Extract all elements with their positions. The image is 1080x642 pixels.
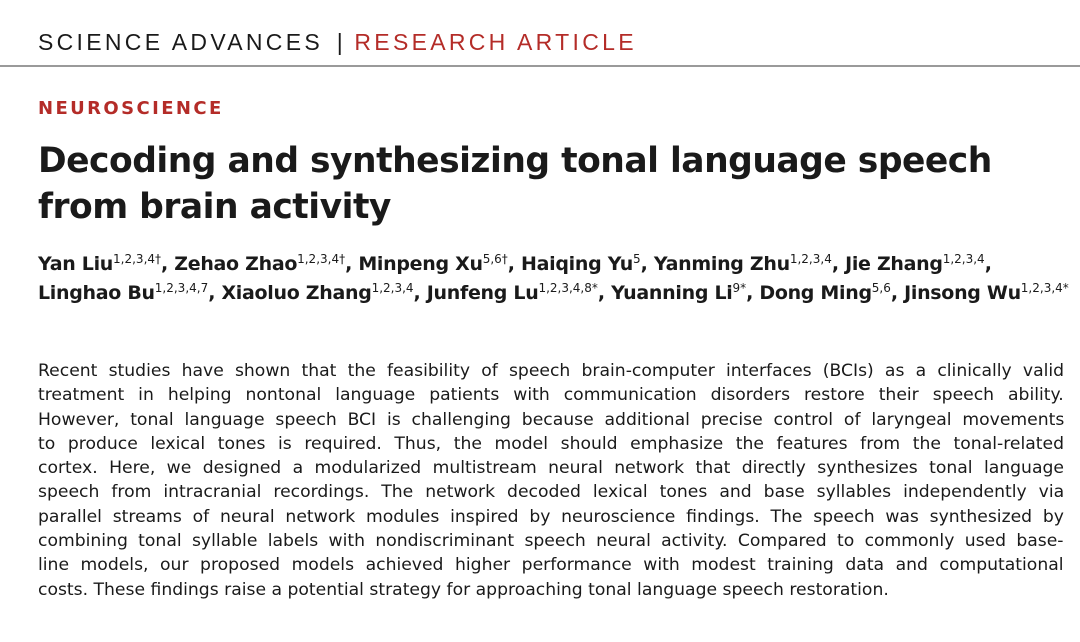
author-name: Yan Liu <box>38 253 114 275</box>
author-affiliation: 1,2,3,4† <box>297 252 346 266</box>
header-separator: | <box>336 29 343 55</box>
abstract-line: Recent studies have shown that the feasi… <box>38 361 1065 381</box>
author-affiliation: 1,2,3,4,8* <box>538 281 598 295</box>
author-affiliation: 9* <box>732 281 747 295</box>
abstract-line: combining tonal syllable labels with non… <box>38 531 1064 552</box>
author-name: Linghao Bu <box>38 282 155 304</box>
article-type: RESEARCH ARTICLE <box>354 29 637 55</box>
author-separator: , <box>890 282 905 304</box>
author-name: Junfeng Lu <box>426 282 539 304</box>
author-name: Haiqing Yu <box>521 253 634 275</box>
author-separator: , <box>831 253 846 275</box>
section-label: NEUROSCIENCE <box>38 98 224 119</box>
author-separator: , <box>208 282 222 304</box>
author-separator: , <box>507 253 522 275</box>
author-separator: , <box>746 282 760 304</box>
author-affiliation: 1,2,3,4* <box>1020 281 1069 295</box>
journal-header: SCIENCE ADVANCES | RESEARCH ARTICLE <box>38 28 637 56</box>
journal-name: SCIENCE ADVANCES <box>38 29 323 55</box>
article-title: Decoding and synthesizing tonal language… <box>38 141 992 227</box>
header-divider <box>0 65 1080 67</box>
author-affiliation: 1,2,3,4 <box>789 252 832 266</box>
abstract-line: treatment in helping nontonal language p… <box>38 385 1064 406</box>
author-affiliation: 5,6 <box>871 281 891 295</box>
author-separator: , <box>161 253 175 275</box>
abstract-line: speech from intracranial recordings. The… <box>38 482 1065 503</box>
author-name: Jie Zhang <box>845 253 943 275</box>
author-affiliation: 1,2,3,4,7 <box>154 281 209 295</box>
author-name: Yanming Zhu <box>653 253 790 275</box>
author-name: Yuanning Li <box>611 282 733 304</box>
abstract-line: costs. These findings raise a potential … <box>38 579 889 600</box>
abstract-line: parallel streams of neural network modul… <box>38 506 1064 527</box>
abstract-line: cortex. Here, we designed a modularized … <box>38 458 1064 479</box>
author-name: Dong Ming <box>759 282 872 304</box>
author-name: Jinsong Wu <box>904 282 1021 304</box>
author-list: Yan Liu1,2,3,4†, Zehao Zhao1,2,3,4†, Min… <box>38 250 1078 308</box>
author-separator: , <box>640 253 654 275</box>
author-separator: , <box>597 282 612 304</box>
abstract-line: to produce lexical tones is required. Th… <box>38 433 1065 454</box>
author-affiliation: 5,6† <box>482 252 508 266</box>
author-separator: , <box>984 253 992 275</box>
author-affiliation: 1,2,3,4 <box>942 252 985 266</box>
abstract-line: However, tonal language speech BCI is ch… <box>38 409 1065 430</box>
author-separator: , <box>413 282 427 304</box>
author-affiliation: 5 <box>633 252 641 266</box>
author-name: Zehao Zhao <box>174 253 298 275</box>
author-name: Minpeng Xu <box>358 253 483 275</box>
author-separator: , <box>345 253 359 275</box>
author-affiliation: 1,2,3,4 <box>371 281 414 295</box>
author-name: Xiaoluo Zhang <box>221 282 372 304</box>
author-affiliation: 1,2,3,4† <box>113 252 162 266</box>
abstract: Recent studies have shown that the feasi… <box>38 359 1064 602</box>
abstract-line: line models, our proposed models achieve… <box>38 555 1064 576</box>
